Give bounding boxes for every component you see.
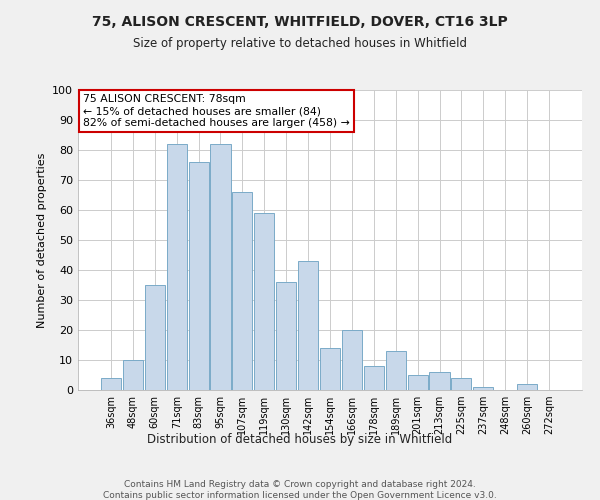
Bar — [298, 261, 318, 390]
Bar — [364, 366, 384, 390]
Y-axis label: Number of detached properties: Number of detached properties — [37, 152, 47, 328]
Text: Contains public sector information licensed under the Open Government Licence v3: Contains public sector information licen… — [103, 491, 497, 500]
Text: 75 ALISON CRESCENT: 78sqm
← 15% of detached houses are smaller (84)
82% of semi-: 75 ALISON CRESCENT: 78sqm ← 15% of detac… — [83, 94, 350, 128]
Bar — [188, 162, 209, 390]
Bar — [407, 375, 428, 390]
Bar — [320, 348, 340, 390]
Text: Distribution of detached houses by size in Whitfield: Distribution of detached houses by size … — [148, 432, 452, 446]
Bar — [517, 384, 537, 390]
Bar — [473, 387, 493, 390]
Bar — [342, 330, 362, 390]
Bar — [451, 378, 472, 390]
Bar — [232, 192, 253, 390]
Text: Size of property relative to detached houses in Whitfield: Size of property relative to detached ho… — [133, 38, 467, 51]
Bar — [211, 144, 230, 390]
Bar — [123, 360, 143, 390]
Bar — [430, 372, 449, 390]
Bar — [254, 213, 274, 390]
Bar — [167, 144, 187, 390]
Text: Contains HM Land Registry data © Crown copyright and database right 2024.: Contains HM Land Registry data © Crown c… — [124, 480, 476, 489]
Bar — [101, 378, 121, 390]
Bar — [145, 285, 165, 390]
Text: 75, ALISON CRESCENT, WHITFIELD, DOVER, CT16 3LP: 75, ALISON CRESCENT, WHITFIELD, DOVER, C… — [92, 15, 508, 29]
Bar — [386, 351, 406, 390]
Bar — [276, 282, 296, 390]
